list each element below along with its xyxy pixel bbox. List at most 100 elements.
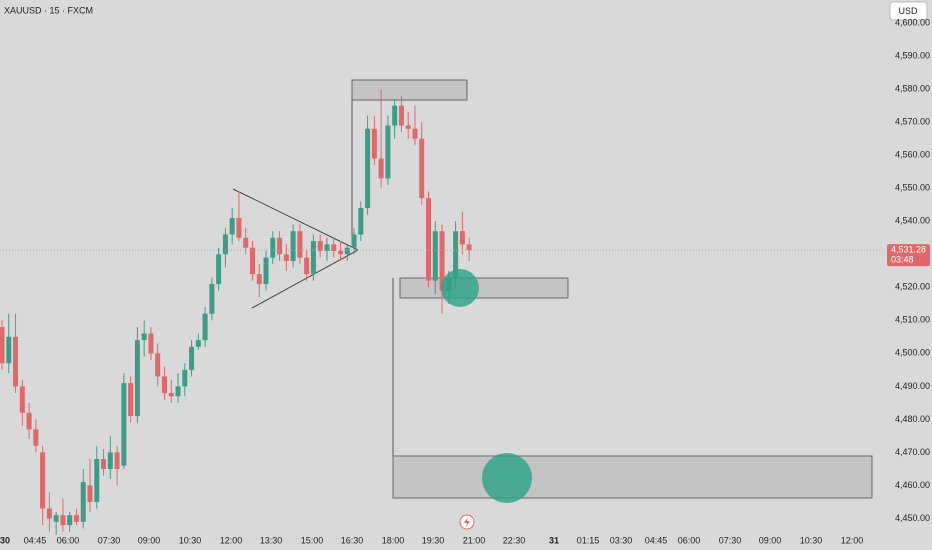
zone-box <box>351 79 468 101</box>
zone-box <box>399 277 569 299</box>
candle-body <box>283 254 289 261</box>
x-tick-label: 30 <box>0 535 10 545</box>
candle-body <box>466 244 472 251</box>
candles <box>0 89 472 535</box>
candle-body <box>405 125 411 129</box>
candle-body <box>419 138 425 199</box>
candle-body <box>195 340 201 347</box>
candle-body <box>358 208 364 235</box>
y-tick-label: 4,550.00 <box>895 183 930 193</box>
x-tick-label: 07:30 <box>719 535 742 545</box>
x-tick-label: 04:45 <box>645 535 668 545</box>
y-tick-label: 4,490.00 <box>895 381 930 391</box>
x-tick-label: 07:30 <box>98 535 121 545</box>
x-tick-label: 21:00 <box>463 535 486 545</box>
y-tick-label: 4,480.00 <box>895 414 930 424</box>
candle-body <box>365 128 371 209</box>
candle-body <box>297 231 303 258</box>
y-tick-label: 4,500.00 <box>895 348 930 358</box>
x-tick-label: 15:00 <box>301 535 324 545</box>
candle-body <box>128 383 134 417</box>
event-icon-bolt <box>464 517 470 527</box>
triangle-line <box>232 188 359 251</box>
candle-body <box>121 383 127 466</box>
candle-body <box>189 346 195 370</box>
candle-body <box>60 515 66 526</box>
candle-body <box>331 244 337 251</box>
x-tick-label: 09:00 <box>759 535 782 545</box>
candle-body <box>33 429 39 446</box>
y-tick-label: 4,600.00 <box>895 17 930 27</box>
x-tick-label: 22:30 <box>503 535 526 545</box>
candle-body <box>344 247 350 255</box>
candle-body <box>249 247 255 275</box>
zone-box <box>392 455 873 499</box>
target-circle <box>482 453 532 503</box>
candle-body <box>371 128 377 159</box>
y-tick-label: 4,470.00 <box>895 447 930 457</box>
y-tick-label: 4,460.00 <box>895 480 930 490</box>
x-tick-label: 12:00 <box>220 535 243 545</box>
candle-body <box>155 353 161 377</box>
x-tick-label: 19:30 <box>422 535 445 545</box>
candle-body <box>398 105 404 126</box>
y-tick-label: 4,450.00 <box>895 513 930 523</box>
candle-body <box>46 508 52 519</box>
countdown-label: 03:48 <box>891 254 914 264</box>
candle-body <box>453 231 459 278</box>
candle-body <box>426 198 432 281</box>
candle-body <box>229 217 235 235</box>
x-tick-label: 09:00 <box>138 535 161 545</box>
candle-body <box>114 452 120 469</box>
x-tick-label: 06:00 <box>57 535 80 545</box>
candle-body <box>338 250 343 255</box>
candle-body <box>209 284 215 314</box>
candle-body <box>263 257 269 285</box>
y-tick-label: 4,520.00 <box>895 282 930 292</box>
y-tick-label: 4,540.00 <box>895 216 930 226</box>
candle-body <box>107 452 113 469</box>
candle-body <box>236 217 242 238</box>
currency-button[interactable] <box>889 1 928 21</box>
candle-body <box>222 234 228 255</box>
symbol-title: XAUUSD · 15 · FXCM <box>4 5 93 15</box>
candle-body <box>26 412 32 430</box>
x-tick-label: 06:00 <box>678 535 701 545</box>
currency-label: USD <box>898 6 918 16</box>
candle-body <box>134 340 140 417</box>
candle-body <box>392 105 398 126</box>
candle-body <box>243 237 249 248</box>
x-tick-label: 16:30 <box>341 535 364 545</box>
candle-body <box>80 482 86 522</box>
candle-body <box>19 386 25 413</box>
candle-body <box>0 326 5 364</box>
candle-body <box>351 234 357 248</box>
candle-body <box>277 237 283 255</box>
x-tick-label: 04:45 <box>24 535 47 545</box>
candle-body <box>148 333 154 354</box>
y-tick-label: 4,580.00 <box>895 84 930 94</box>
candle-body <box>459 231 465 245</box>
candle-body <box>73 515 79 522</box>
candle-body <box>67 515 73 526</box>
candle-body <box>53 515 59 522</box>
x-tick-label: 13:30 <box>260 535 283 545</box>
x-tick-label: 18:00 <box>382 535 405 545</box>
candle-body <box>310 241 316 275</box>
y-tick-label: 4,560.00 <box>895 150 930 160</box>
candle-body <box>378 158 384 179</box>
candle-body <box>13 336 19 387</box>
candle-body <box>270 237 276 258</box>
candle-body <box>182 369 188 387</box>
candle-body <box>175 386 181 397</box>
overlay <box>441 269 532 530</box>
x-tick-label: 10:30 <box>800 535 823 545</box>
x-tick-label: 31 <box>549 535 559 545</box>
candle-body <box>304 257 310 275</box>
candle-body <box>439 231 445 291</box>
candle-body <box>412 128 418 139</box>
candle-body <box>141 333 147 341</box>
target-circle <box>441 269 479 307</box>
